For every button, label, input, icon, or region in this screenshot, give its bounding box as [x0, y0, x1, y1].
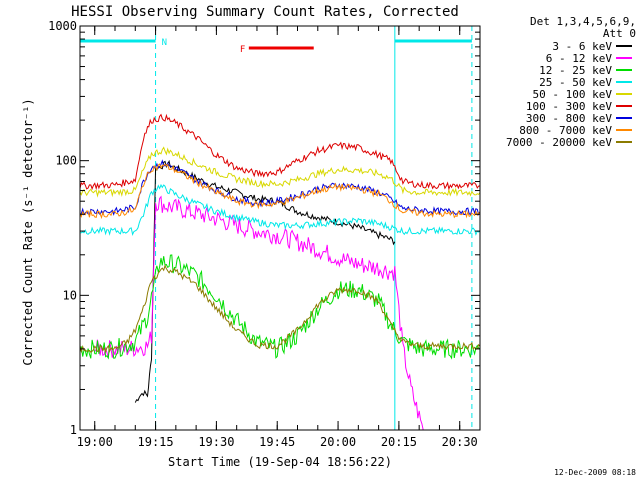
legend-header-1: Att 0 — [603, 27, 636, 40]
legend-label-2: 12 - 25 keV — [539, 64, 612, 77]
series-line-0 — [134, 159, 396, 403]
series-line-3 — [79, 183, 481, 236]
plot-frame — [79, 25, 481, 431]
legend-label-0: 3 - 6 keV — [552, 40, 612, 53]
x-tick-label-5: 20:15 — [381, 435, 417, 449]
x-tick-label-1: 19:15 — [138, 435, 174, 449]
chart-title: HESSI Observing Summary Count Rates, Cor… — [71, 4, 459, 20]
legend-label-3: 25 - 50 keV — [539, 76, 612, 89]
y-tick-label-2: 100 — [55, 154, 77, 168]
y-tick-label-3: 1000 — [48, 19, 77, 33]
legend-label-4: 50 - 100 keV — [533, 88, 613, 101]
series-line-4 — [79, 146, 481, 198]
flag-label-1: N — [162, 38, 167, 48]
y-axis-label: Corrected Count Rate (s⁻¹ detector⁻¹) — [21, 98, 35, 365]
legend-label-5: 100 - 300 keV — [526, 100, 612, 113]
legend-label-1: 6 - 12 keV — [546, 52, 613, 65]
legend-label-6: 300 - 800 keV — [526, 112, 612, 125]
legend-header-0: Det 1,3,4,5,6,9, — [530, 15, 636, 28]
series-line-7 — [79, 163, 481, 220]
x-tick-label-3: 19:45 — [259, 435, 295, 449]
x-tick-label-0: 19:00 — [77, 435, 113, 449]
x-axis-label: Start Time (19-Sep-04 18:56:22) — [168, 455, 392, 469]
series-line-8 — [79, 264, 481, 354]
x-tick-label-6: 20:30 — [442, 435, 478, 449]
series-line-1 — [94, 195, 424, 431]
series-line-5 — [79, 113, 481, 191]
footer-timestamp: 12-Dec-2009 08:18 — [554, 468, 636, 477]
x-tick-label-2: 19:30 — [198, 435, 234, 449]
y-tick-label-1: 10 — [63, 288, 77, 302]
series-line-2 — [79, 254, 481, 360]
legend-label-8: 7000 - 20000 keV — [506, 136, 612, 149]
legend-label-7: 800 - 7000 keV — [519, 124, 612, 137]
y-tick-label-0: 1 — [70, 423, 77, 437]
x-tick-label-4: 20:00 — [320, 435, 356, 449]
flag-label-2: F — [240, 45, 245, 55]
plot-area: N F 1 10 100 1000 19:00 19:15 19:30 19:45 20:00 20:… — [48, 19, 481, 449]
